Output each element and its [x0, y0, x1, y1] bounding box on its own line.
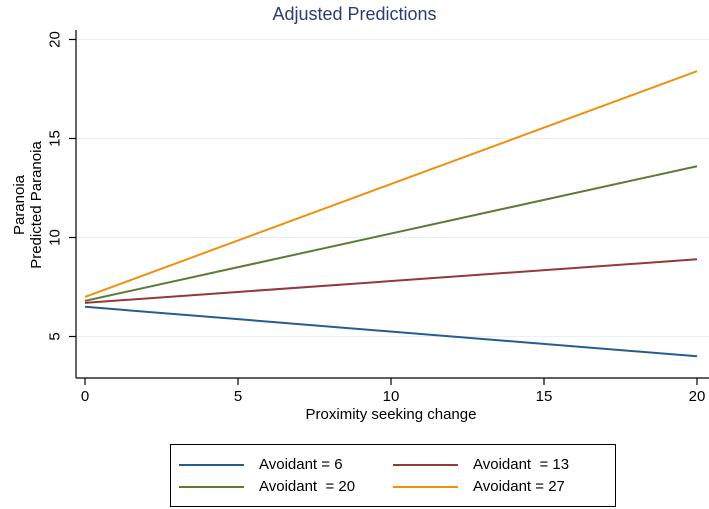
legend-entry-2: Avoidant = 20: [179, 478, 393, 495]
legend-label-2: Avoidant = 20: [259, 478, 356, 495]
y-tick-label-10: 10: [47, 229, 64, 246]
chart-title: Adjusted Predictions: [272, 4, 437, 24]
legend-line-swatch-1: [393, 463, 458, 466]
legend-line-swatch-2: [179, 485, 244, 488]
legend-label-1: Avoidant = 13: [473, 456, 570, 473]
plot-area: 5 10 15 20 0 5 10 15 20: [47, 30, 709, 405]
y-tick-label-15: 15: [47, 130, 64, 147]
x-tick-label-0: 0: [81, 388, 89, 405]
legend-entry-0: Avoidant = 6: [179, 456, 393, 473]
x-axis-title: Proximity seeking change: [305, 406, 477, 423]
legend-line-swatch-3: [393, 485, 458, 488]
legend-label-0: Avoidant = 6: [259, 456, 343, 473]
legend-entry-1: Avoidant = 13: [393, 456, 607, 473]
x-tick-label-10: 10: [383, 388, 400, 405]
series-line-1: [84, 258, 698, 304]
x-tick-label-20: 20: [689, 388, 706, 405]
y-tick-label-5: 5: [47, 332, 64, 340]
x-tick-label-15: 15: [536, 388, 553, 405]
y-tick-label-20: 20: [47, 31, 64, 48]
x-tick-label-5: 5: [234, 388, 242, 405]
series-line-0: [84, 305, 698, 358]
series-line-3: [84, 70, 698, 298]
series-line-2: [84, 165, 698, 302]
legend-label-3: Avoidant = 27: [473, 478, 565, 495]
legend: Avoidant = 6 Avoidant = 13 Avoidant = 20 Av…: [170, 444, 616, 507]
legend-line-swatch-0: [179, 463, 244, 466]
legend-entry-3: Avoidant = 27: [393, 478, 607, 495]
